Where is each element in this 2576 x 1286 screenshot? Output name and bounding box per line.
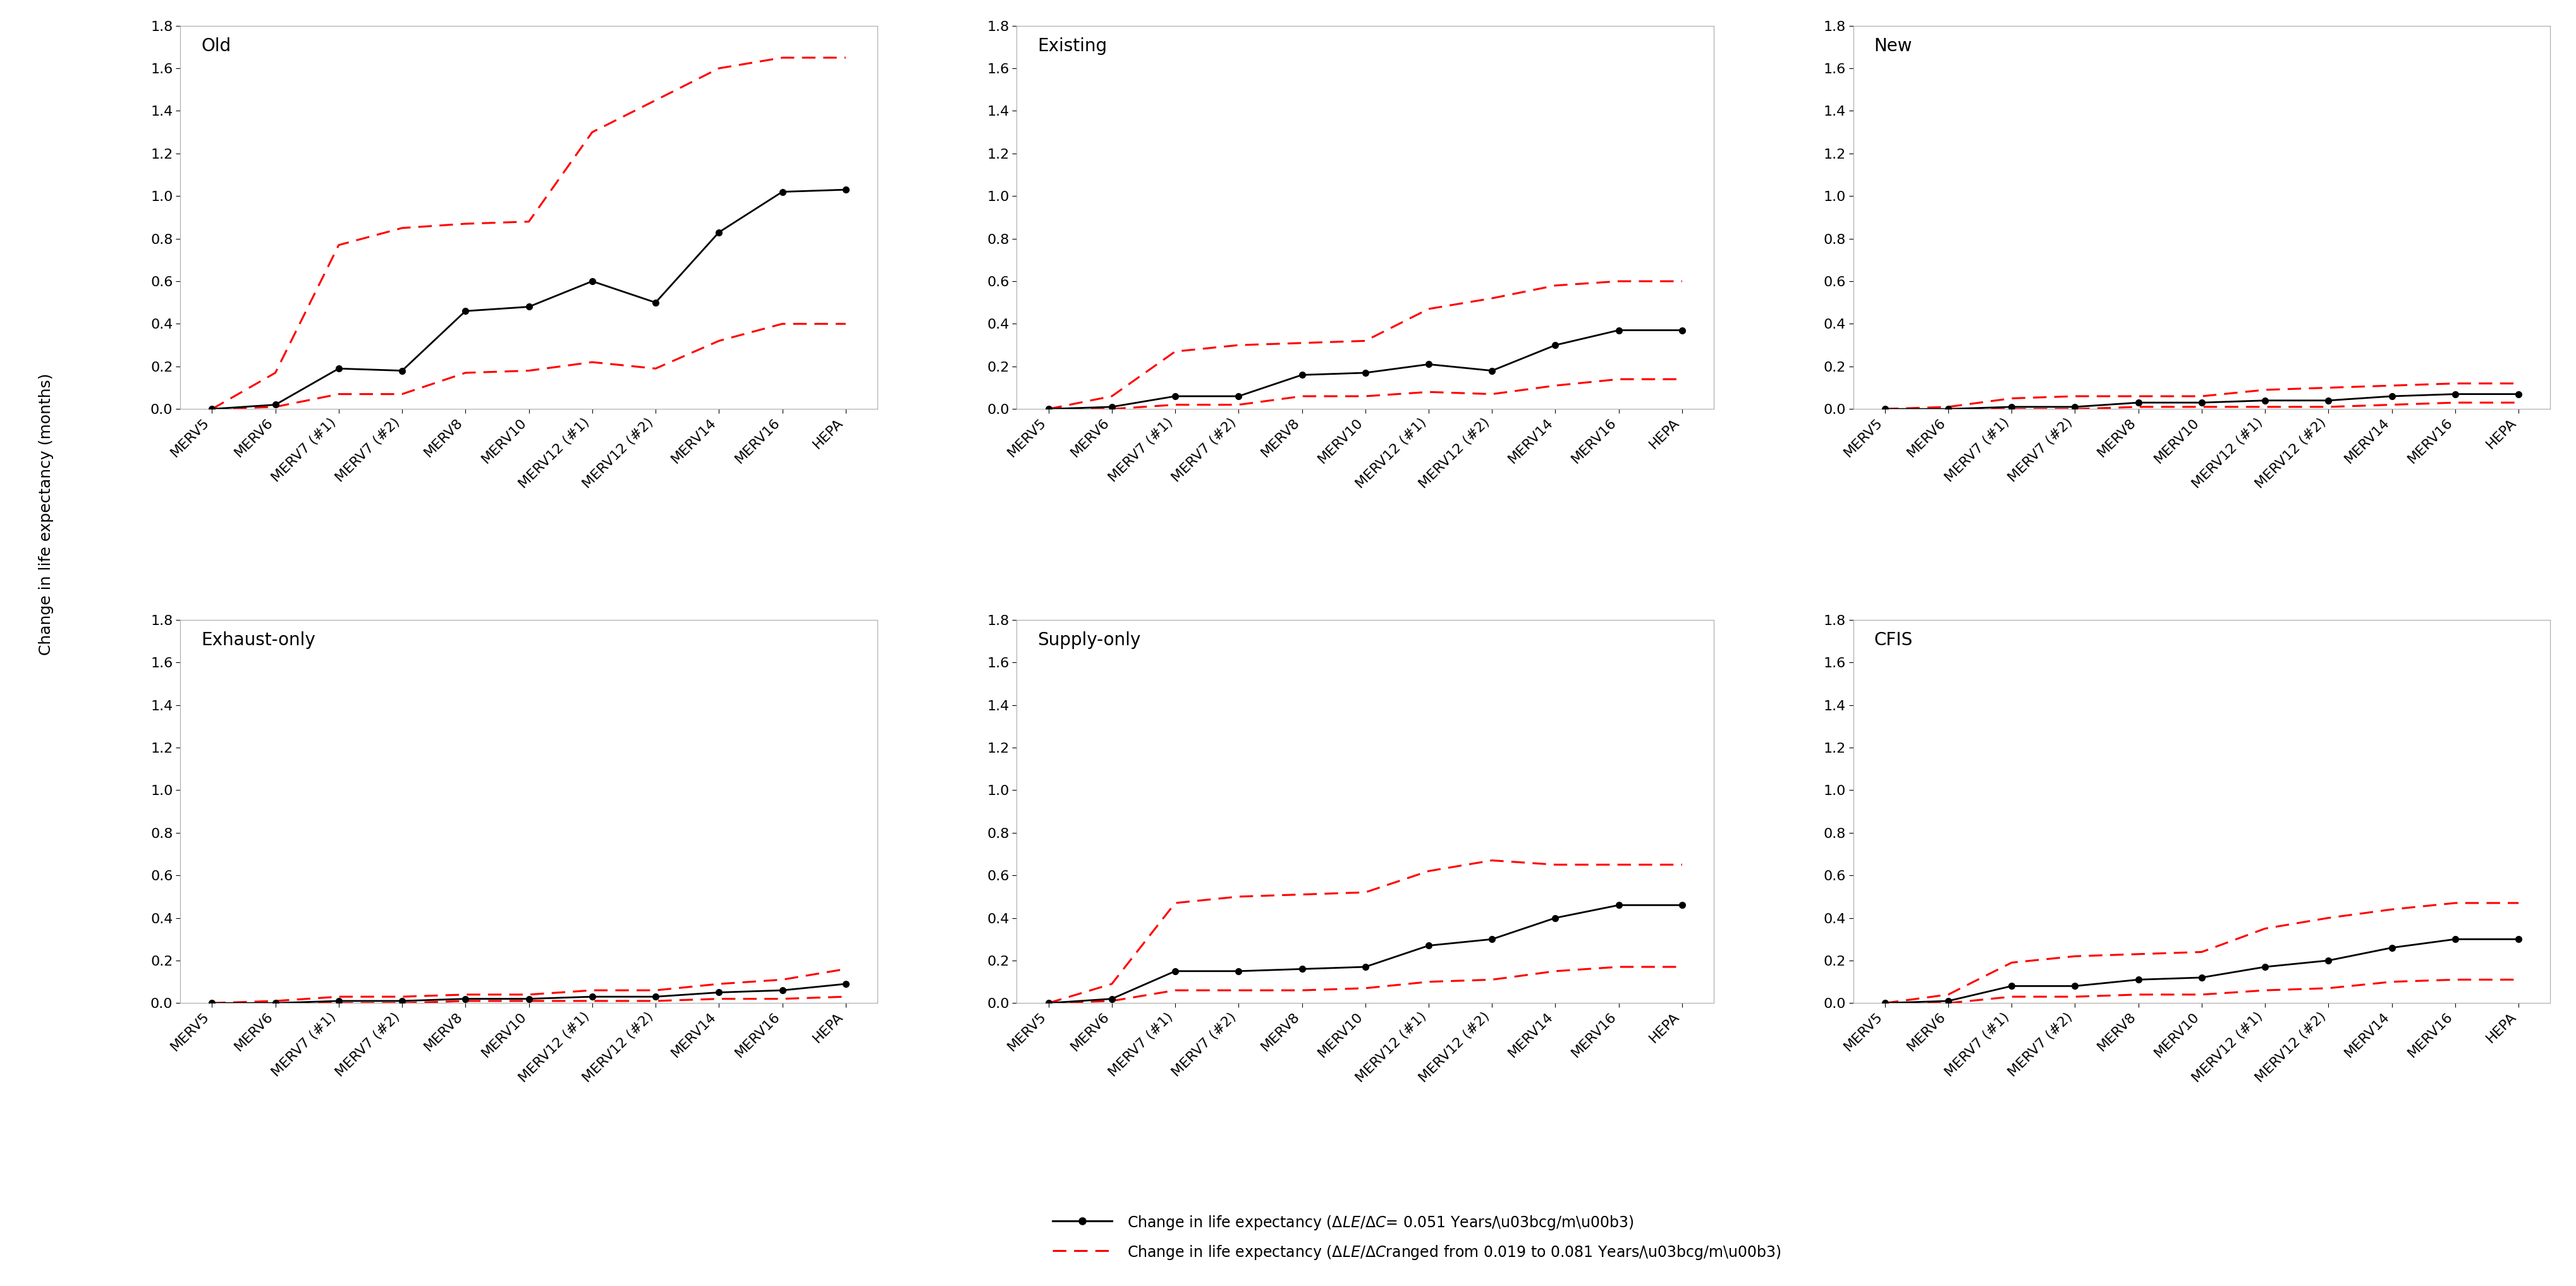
Text: Exhaust-only: Exhaust-only (201, 631, 314, 649)
Text: Existing: Existing (1038, 37, 1108, 55)
Text: CFIS: CFIS (1875, 631, 1914, 649)
Legend: Change in life expectancy ($\it{\Delta LE/\Delta C}$= 0.051 Years/\u03bcg/m\u00b: Change in life expectancy ($\it{\Delta L… (1048, 1209, 1785, 1265)
Text: Supply-only: Supply-only (1038, 631, 1141, 649)
Text: New: New (1875, 37, 1911, 55)
Text: Old: Old (201, 37, 232, 55)
Text: Change in life expectancy (months): Change in life expectancy (months) (39, 373, 54, 656)
